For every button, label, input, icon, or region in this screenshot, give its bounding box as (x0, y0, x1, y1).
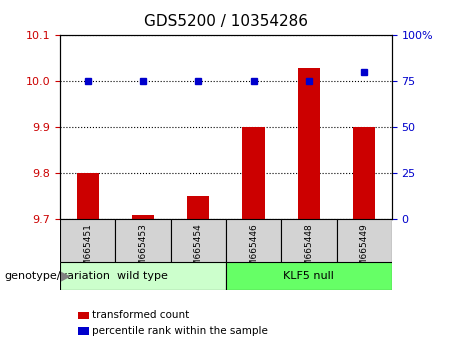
FancyBboxPatch shape (115, 219, 171, 262)
Bar (353, 127, 375, 219)
Bar (132, 215, 154, 219)
Text: GSM665451: GSM665451 (83, 223, 92, 278)
Bar (242, 127, 265, 219)
Text: genotype/variation: genotype/variation (5, 271, 111, 281)
Text: GSM665454: GSM665454 (194, 223, 203, 278)
FancyBboxPatch shape (226, 219, 281, 262)
Text: transformed count: transformed count (92, 310, 189, 320)
FancyBboxPatch shape (60, 262, 226, 290)
Bar (187, 196, 209, 219)
Text: ▶: ▶ (61, 270, 71, 282)
Bar (77, 173, 99, 219)
Text: GSM665449: GSM665449 (360, 223, 369, 278)
Text: KLF5 null: KLF5 null (284, 271, 334, 281)
Text: GSM665446: GSM665446 (249, 223, 258, 278)
Text: GSM665448: GSM665448 (304, 223, 313, 278)
FancyBboxPatch shape (281, 219, 337, 262)
FancyBboxPatch shape (60, 219, 115, 262)
Text: GSM665453: GSM665453 (138, 223, 148, 278)
Bar (298, 68, 320, 219)
FancyBboxPatch shape (226, 262, 392, 290)
FancyBboxPatch shape (171, 219, 226, 262)
Text: wild type: wild type (118, 271, 168, 281)
Text: percentile rank within the sample: percentile rank within the sample (92, 326, 268, 336)
FancyBboxPatch shape (337, 219, 392, 262)
Text: GDS5200 / 10354286: GDS5200 / 10354286 (144, 14, 308, 29)
